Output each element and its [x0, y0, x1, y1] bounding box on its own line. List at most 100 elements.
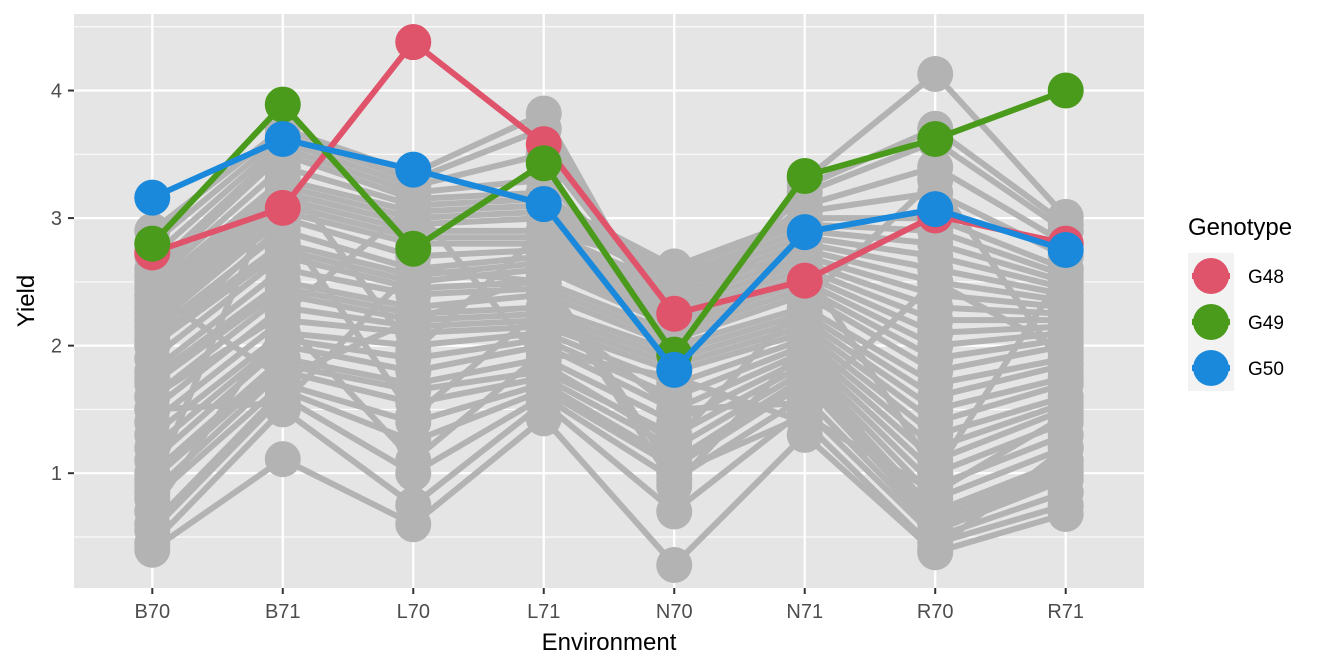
data-point-g50	[134, 179, 171, 216]
x-tick-label: R71	[1047, 601, 1084, 623]
background-series-point	[917, 263, 954, 300]
background-series-line	[150, 380, 1067, 528]
data-point-g49	[917, 121, 954, 158]
x-tick-label: R70	[917, 601, 954, 623]
x-tick-label: N71	[786, 601, 823, 623]
series-line-g49	[150, 87, 1067, 358]
background-series-point	[134, 467, 171, 504]
legend-title: Genotype	[1188, 214, 1292, 241]
legend-key-point	[1193, 350, 1229, 386]
background-series-point	[134, 327, 171, 364]
background-series-point	[525, 346, 562, 383]
series-g49	[134, 72, 1084, 373]
x-axis-title: Environment	[542, 629, 677, 656]
background-series-line	[150, 208, 1066, 323]
background-series-point	[525, 95, 562, 132]
background-series-point	[917, 55, 954, 92]
legend-label-g48: G48	[1248, 267, 1284, 288]
background-series-point	[134, 276, 171, 313]
background-series-point	[395, 187, 432, 224]
data-point-g50	[656, 351, 693, 388]
series-g50	[134, 121, 1084, 388]
background-series-line	[150, 144, 1068, 311]
data-point-g50	[786, 214, 823, 251]
background-series-point	[1047, 429, 1084, 466]
background-series-point	[917, 474, 954, 511]
background-series-point	[264, 441, 301, 478]
background-series-line	[150, 304, 1067, 426]
background-series-point	[395, 334, 432, 371]
background-series-point	[134, 378, 171, 415]
data-point-g49	[525, 145, 562, 182]
y-tick-label: 2	[51, 336, 62, 358]
background-series-point	[1047, 397, 1084, 434]
highlighted-series-layer	[134, 24, 1084, 388]
background-series-line	[150, 272, 1068, 496]
background-series-line	[150, 138, 1068, 324]
data-point-g49	[264, 86, 301, 123]
data-point-g48	[264, 189, 301, 226]
background-series-point	[656, 547, 693, 584]
background-series-line	[150, 266, 1067, 375]
background-series-point	[656, 423, 693, 460]
background-series-point	[1047, 353, 1084, 390]
data-point-g49	[134, 225, 171, 262]
background-series-line	[150, 374, 1067, 521]
background-series-line	[150, 415, 1067, 569]
x-tick-label: L70	[397, 601, 430, 623]
background-series-point	[786, 397, 823, 434]
background-series-point	[656, 455, 693, 492]
background-series-point	[917, 161, 954, 198]
legend: Genotype G48 G49 G50	[1188, 214, 1292, 391]
data-point-g50	[1047, 231, 1084, 268]
background-series-point	[395, 487, 432, 524]
background-series-point	[1047, 487, 1084, 524]
background-series-point	[395, 442, 432, 479]
background-series-point	[656, 248, 693, 285]
y-tick-label: 3	[51, 208, 62, 230]
legend-label-g50: G50	[1248, 359, 1284, 380]
background-series-point	[525, 257, 562, 294]
data-point-g48	[656, 295, 693, 332]
background-series-line	[150, 355, 1067, 489]
background-series-point	[1047, 198, 1084, 235]
data-point-g50	[264, 121, 301, 158]
axis-layer: 1 2 3 4 B70 B71 L70 L71 N70 N71 R70 R71	[51, 81, 1084, 623]
background-series-point	[395, 397, 432, 434]
background-series-point	[264, 385, 301, 422]
background-series-line	[150, 278, 1067, 387]
background-series-point	[395, 302, 432, 339]
legend-items: G48 G49 G50	[1188, 253, 1284, 391]
x-tick-label: B70	[134, 601, 170, 623]
background-series-point	[656, 493, 693, 530]
legend-label-g49: G49	[1248, 313, 1284, 334]
background-series-line	[150, 176, 1069, 445]
x-tick-label: B71	[265, 601, 301, 623]
background-series-point	[134, 493, 171, 530]
background-series-point	[525, 212, 562, 249]
background-series-point	[264, 155, 301, 192]
data-point-g49	[786, 157, 823, 194]
y-axis-title: Yield	[13, 275, 40, 327]
background-series-point	[786, 327, 823, 364]
background-series-line	[150, 202, 1067, 317]
data-point-g49	[395, 230, 432, 267]
series-line-g48	[151, 39, 1067, 317]
background-series-line	[150, 317, 1067, 438]
background-series-point	[917, 525, 954, 562]
data-point-g48	[786, 262, 823, 299]
legend-key-point	[1193, 258, 1229, 294]
background-series-line	[149, 170, 1069, 488]
background-series-line	[152, 266, 1067, 547]
y-tick-label: 4	[51, 81, 62, 103]
background-series-point	[656, 391, 693, 428]
data-point-g49	[1047, 72, 1084, 109]
series-line-g50	[151, 136, 1067, 373]
x-tick-label: N70	[656, 601, 693, 623]
x-tick-label: L71	[527, 601, 560, 623]
data-point-g50	[525, 186, 562, 223]
background-series-point	[525, 289, 562, 326]
background-series-line	[150, 221, 1068, 419]
